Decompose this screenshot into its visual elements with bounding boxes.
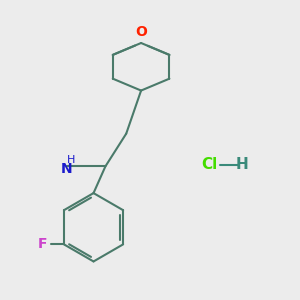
Text: O: O	[135, 26, 147, 39]
Text: N: N	[61, 162, 73, 176]
Text: H: H	[67, 155, 75, 165]
Text: H: H	[236, 158, 248, 172]
Text: Cl: Cl	[201, 158, 218, 172]
Text: F: F	[38, 237, 48, 251]
